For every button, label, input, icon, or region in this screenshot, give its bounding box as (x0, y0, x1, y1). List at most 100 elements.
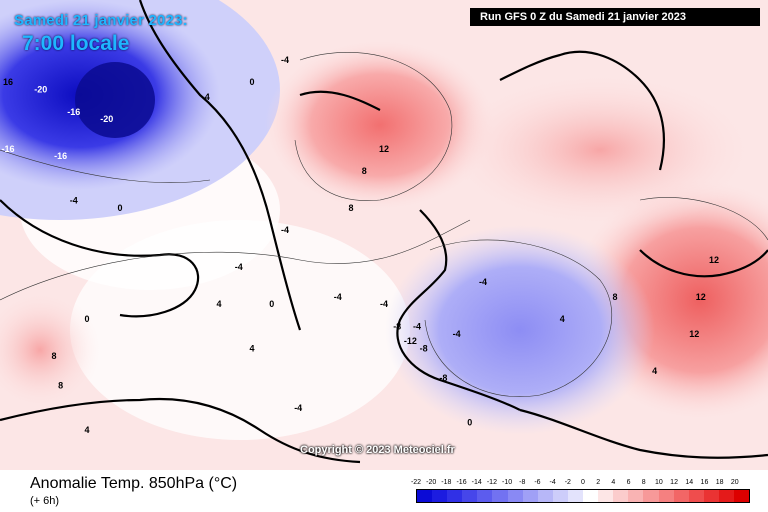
color-scale-swatch (417, 490, 433, 502)
color-scale-tick: 14 (685, 479, 694, 486)
anomaly-value-label: 0 (269, 299, 274, 309)
coastline (396, 209, 521, 411)
color-scale-bar (416, 489, 750, 503)
contour-line (639, 197, 768, 241)
color-scale-tick: 12 (670, 479, 678, 486)
anomaly-value-label: -4 (380, 299, 388, 309)
anomaly-value-label: 12 (696, 292, 706, 302)
anomaly-value-label: -4 (294, 403, 302, 413)
color-scale-swatch (703, 490, 719, 502)
color-scale-swatch (477, 490, 493, 502)
color-scale-tick: -14 (471, 479, 482, 486)
color-scale-swatch (583, 490, 599, 502)
color-scale-tick: -12 (486, 479, 497, 486)
anomaly-value-label: -4 (281, 225, 289, 235)
color-scale-tick: -8 (519, 479, 526, 486)
coastline (0, 199, 200, 318)
anomaly-value-label: 0 (117, 203, 122, 213)
color-scale-swatch (522, 490, 538, 502)
color-scale-swatch (507, 490, 523, 502)
neutral-zone (70, 220, 410, 440)
anomaly-value-label: 4 (216, 299, 221, 309)
anomaly-value-label: 8 (348, 203, 353, 213)
anomaly-value-label: -4 (453, 329, 461, 339)
color-scale-swatch (552, 490, 568, 502)
coastlines (0, 0, 768, 464)
color-scale-swatch (492, 490, 508, 502)
color-scale-swatch (688, 490, 704, 502)
anomaly-value-label: -4 (235, 262, 243, 272)
color-scale-swatch (733, 490, 750, 502)
color-scale-swatch (598, 490, 614, 502)
anomaly-value-label: -16 (54, 151, 67, 161)
color-scale-tick: 0 (581, 479, 585, 486)
anomaly-value-label: 16 (3, 77, 13, 87)
anomaly-map: 16 -20 -16 -20 -16 -16 -4 0 -4 0 -4 12 8 8 -4 -4 4 0 0 8 8 4 -… (0, 0, 768, 470)
color-scale-tick: -4 (549, 479, 556, 486)
anomaly-value-label: -4 (334, 292, 342, 302)
anomaly-value-label: 12 (689, 329, 699, 339)
anomaly-value-label: 8 (51, 351, 56, 361)
coastline (299, 90, 381, 111)
anomaly-value-label: -4 (202, 92, 210, 102)
color-scale-tick: 20 (730, 479, 739, 486)
color-scale-swatch (658, 490, 674, 502)
contour-line (294, 52, 453, 201)
color-scale-ticks: -22 -20 -18 -16 -14 -12 -10 -8 -6 -4 -2 0 2 4 6 8 10 12 14… (411, 479, 750, 489)
anomaly-value-label: -16 (1, 144, 14, 154)
color-scale-tick: -16 (456, 479, 467, 486)
color-scale-swatch (673, 490, 689, 502)
anomaly-value-label: 0 (467, 418, 472, 428)
contours (0, 52, 768, 397)
coastline (499, 50, 666, 171)
color-scale-tick: -2 (564, 479, 571, 486)
local-time-title: 7:00 locale (22, 32, 130, 55)
anomaly-value-label: 0 (84, 314, 89, 324)
anomaly-value-label: 8 (362, 166, 367, 176)
anomaly-value-label: -20 (100, 114, 113, 124)
anomaly-value-label: 8 (58, 381, 63, 391)
anomaly-value-label: -4 (479, 277, 487, 287)
anomaly-value-label: -8 (393, 321, 401, 331)
color-scale-swatch (447, 490, 463, 502)
anomaly-value-label: -16 (67, 107, 80, 117)
color-scale-swatch (718, 490, 734, 502)
color-scale-tick: -10 (502, 479, 513, 486)
color-scale: -22 -20 -18 -16 -14 -12 -10 -8 -6 -4 -2 0 2 4 6 8 10 12 14… (411, 479, 750, 503)
color-scale-tick: 6 (626, 479, 631, 486)
anomaly-value-label: 12 (709, 255, 719, 265)
anomaly-labels: 16 -20 -16 -20 -16 -16 -4 0 -4 0 -4 12 8 8 -4 -4 4 0 0 8 8 4 -… (1, 55, 719, 435)
anomaly-value-label: -4 (281, 55, 289, 65)
color-scale-tick: -18 (441, 479, 452, 486)
west-warm-anomaly (0, 290, 100, 410)
color-scale-tick: -20 (426, 479, 437, 486)
color-scale-tick: -22 (410, 479, 422, 486)
color-scale-swatch (628, 490, 644, 502)
color-scale-tick: 8 (641, 479, 646, 486)
contour-line (424, 239, 613, 397)
contour-line (0, 149, 211, 183)
anomaly-value-label: -20 (34, 85, 47, 95)
anomaly-value-label: 12 (379, 144, 389, 154)
color-scale-swatch (643, 490, 659, 502)
color-scale-tick: 2 (596, 479, 601, 486)
color-scale-tick: 16 (700, 479, 709, 486)
anomaly-value-label: -12 (404, 336, 417, 346)
anomaly-value-label: 8 (612, 292, 617, 302)
color-scale-tick: 4 (611, 479, 616, 486)
coastline (138, 0, 302, 331)
atlantic-warm-anomaly (265, 40, 495, 210)
color-scale-swatch (613, 490, 629, 502)
color-scale-swatch (567, 490, 584, 502)
anomaly-value-label: 4 (560, 314, 565, 324)
anomaly-value-label: -8 (439, 373, 447, 383)
anomaly-value-label: -4 (413, 321, 421, 331)
color-scale-tick: -6 (534, 479, 541, 486)
europe-cold-anomaly (385, 225, 655, 435)
variable-title: Anomalie Temp. 850hPa (°C) (30, 475, 238, 492)
coastline (0, 397, 361, 464)
anomaly-value-label: -4 (70, 196, 78, 206)
color-scale-swatch (462, 490, 478, 502)
greenland-core (75, 62, 155, 138)
